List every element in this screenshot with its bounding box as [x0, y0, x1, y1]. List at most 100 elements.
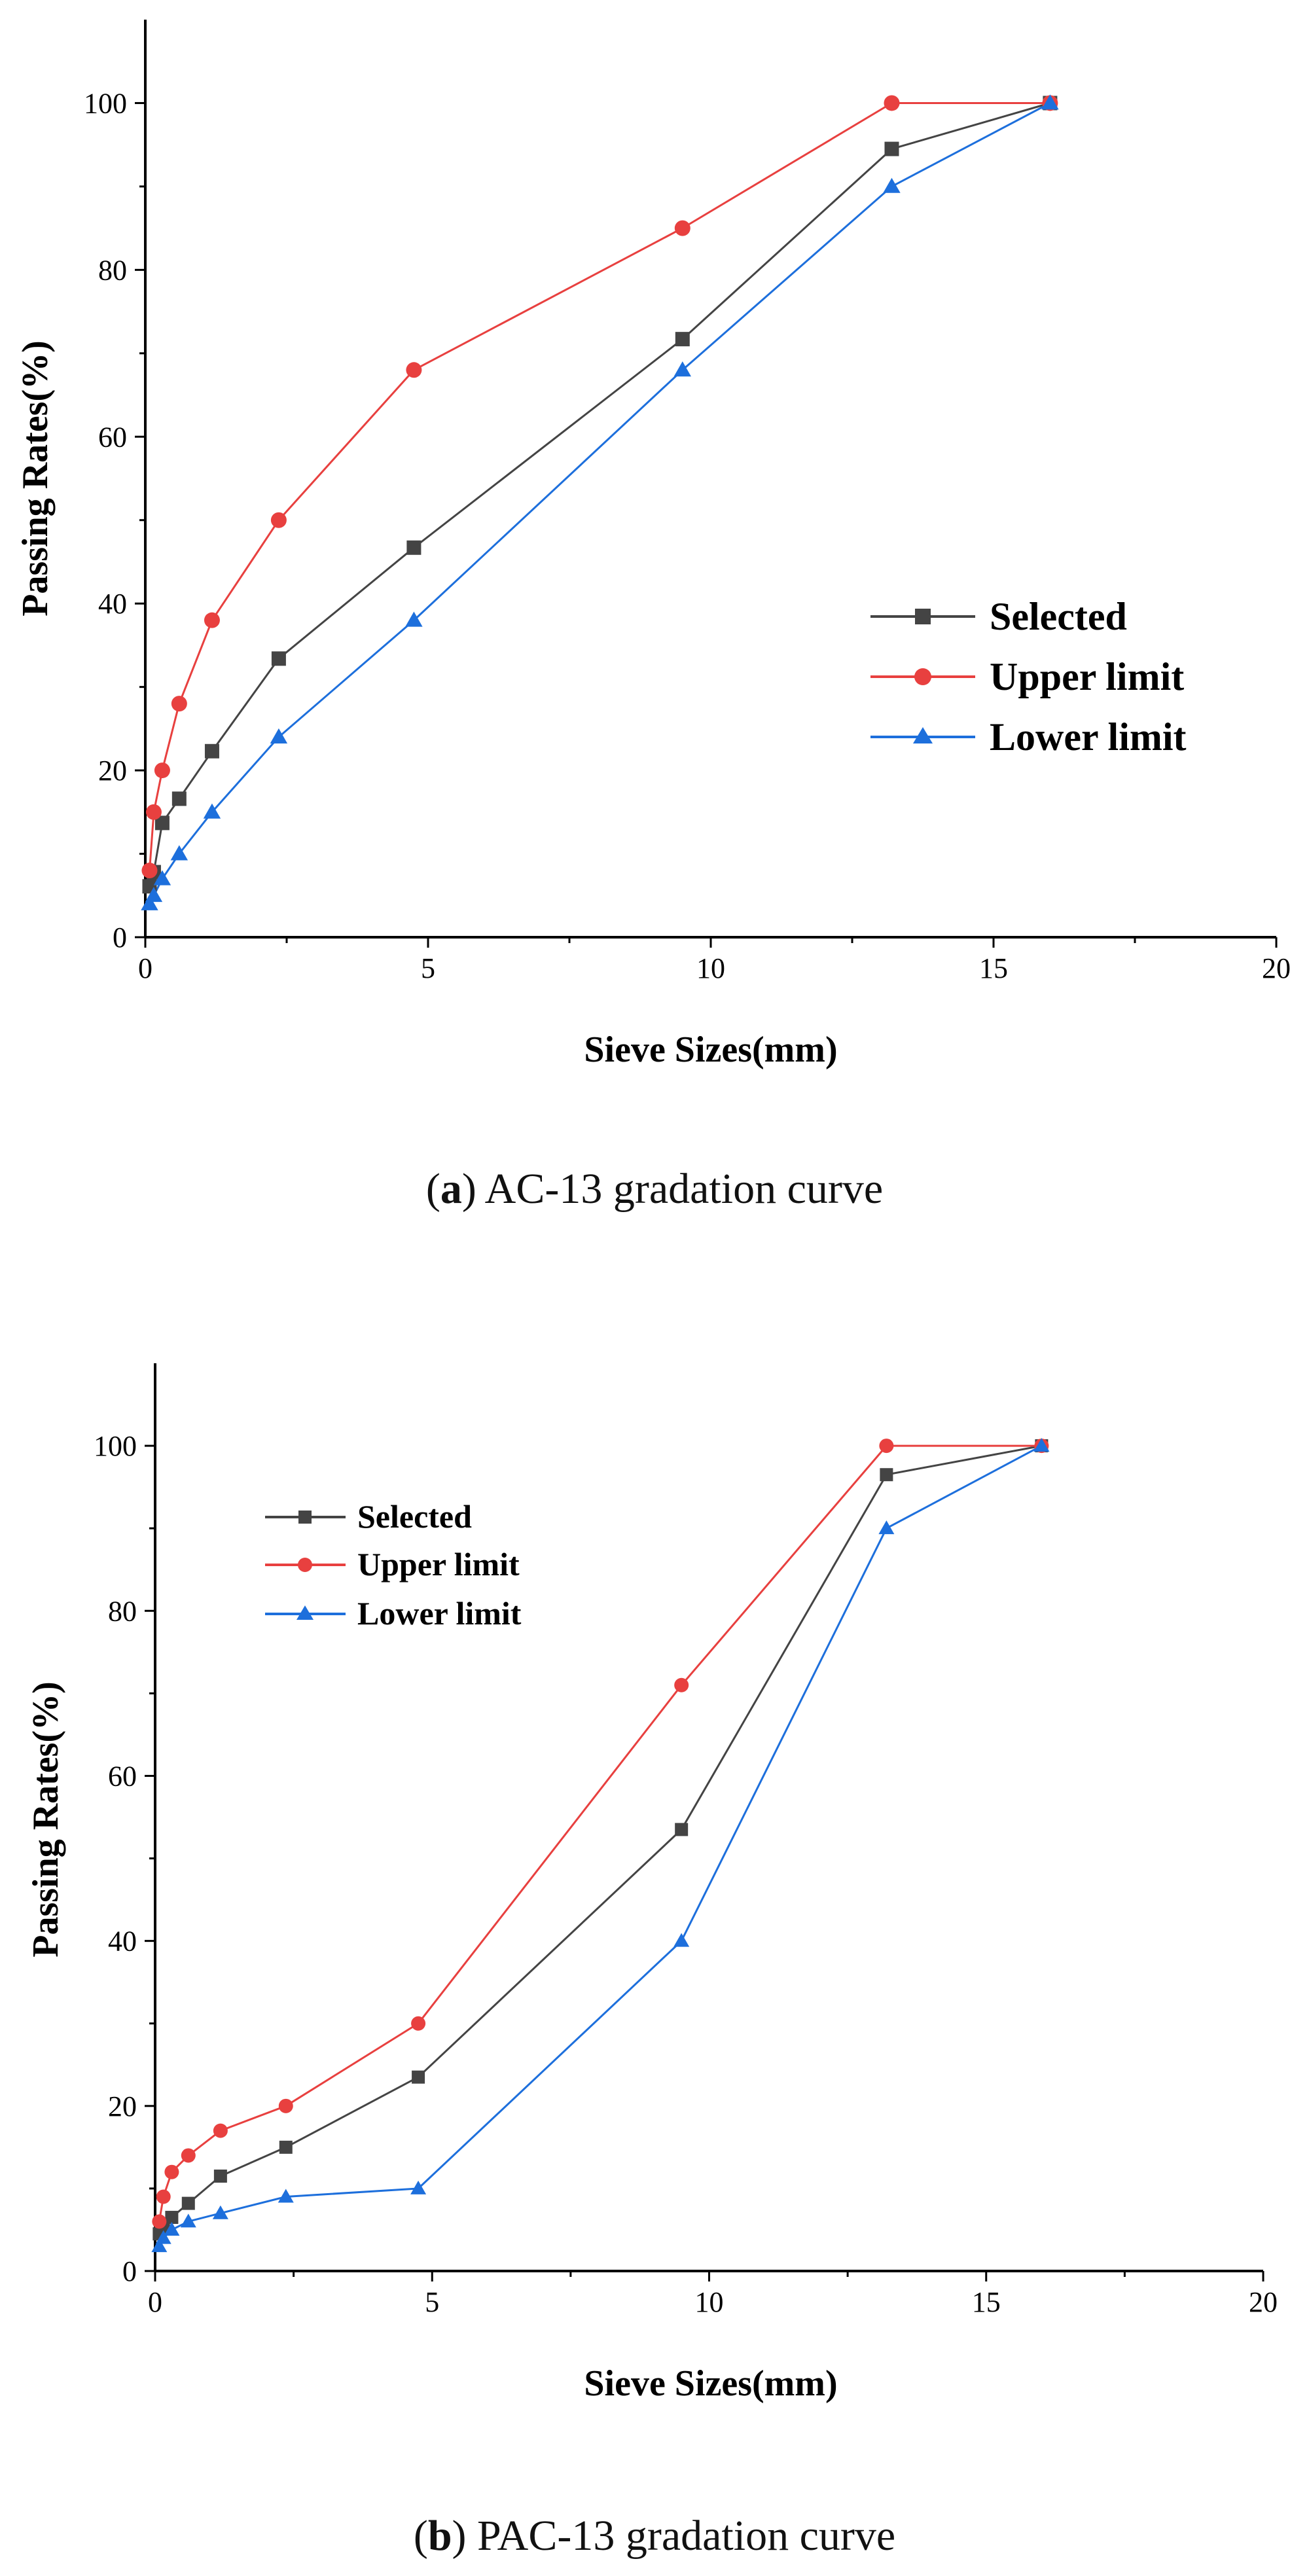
data-point-lower-limit — [212, 2205, 228, 2219]
x-tick-label: 0 — [148, 2286, 162, 2318]
x-tick-label: 10 — [696, 952, 725, 984]
x-axis-title: Sieve Sizes(mm) — [584, 2363, 837, 2404]
legend-label: Lower limit — [357, 1595, 522, 1632]
y-tick-label: 100 — [94, 1430, 137, 1462]
legend-item-lower-limit: Lower limit — [870, 715, 1187, 759]
data-point-lower-limit — [141, 895, 158, 910]
y-tick-label: 100 — [84, 87, 127, 119]
data-point-selected — [154, 815, 170, 831]
data-point-lower-limit — [151, 2238, 168, 2253]
data-point-upper-limit — [270, 512, 287, 528]
y-axis-title: Passing Rates(%) — [15, 340, 56, 617]
data-point-selected — [412, 2070, 425, 2084]
data-point-selected — [406, 540, 421, 555]
legend-item-selected: Selected — [265, 1498, 472, 1535]
y-axis-title: Passing Rates(%) — [26, 1681, 66, 1958]
data-point-upper-limit — [154, 762, 170, 779]
x-tick-label: 5 — [425, 2286, 439, 2318]
series-line-lower-limit — [149, 102, 1051, 904]
legend-label: Selected — [990, 595, 1127, 638]
data-point-selected — [165, 2211, 179, 2225]
x-tick-label: 20 — [1249, 2286, 1278, 2318]
data-point-upper-limit — [164, 2164, 179, 2179]
series-markers — [141, 94, 1059, 910]
square-marker-icon — [915, 609, 931, 624]
data-point-upper-limit — [156, 2189, 171, 2204]
data-point-upper-limit — [884, 95, 900, 111]
x-axis-title: Sieve Sizes(mm) — [584, 1029, 837, 1070]
legend-item-lower-limit: Lower limit — [265, 1595, 522, 1632]
y-tick-label: 0 — [122, 2255, 137, 2287]
data-point-lower-limit — [878, 1520, 895, 1535]
data-point-lower-limit — [410, 2180, 427, 2194]
data-point-selected — [204, 743, 219, 759]
data-point-upper-limit — [141, 863, 158, 879]
data-point-lower-limit — [673, 1933, 690, 1947]
y-tick-label: 20 — [108, 2090, 137, 2122]
legend-item-upper-limit: Upper limit — [870, 655, 1184, 698]
axis-ticks: 0 5 10 15 20 0 20 40 60 80 100 — [94, 1430, 1278, 2318]
y-tick-label: 20 — [98, 755, 127, 787]
x-tick-label: 0 — [138, 952, 152, 984]
data-point-lower-limit — [1041, 94, 1059, 110]
data-point-upper-limit — [171, 696, 187, 712]
legend-label: Selected — [357, 1498, 472, 1535]
legend-label: Upper limit — [990, 655, 1184, 698]
y-tick-label: 80 — [108, 1595, 137, 1627]
data-point-selected — [880, 1468, 893, 1482]
data-point-lower-limit — [883, 177, 901, 193]
figure-caption-a: (a) AC-13 gradation curve — [426, 1165, 883, 1213]
y-tick-label: 40 — [98, 588, 127, 620]
data-point-lower-limit — [278, 2189, 294, 2203]
x-tick-label: 10 — [695, 2286, 724, 2318]
data-point-selected — [213, 2169, 227, 2183]
axis-ticks: 0 5 10 15 20 0 20 40 60 80 100 — [84, 87, 1291, 984]
data-point-lower-limit — [203, 803, 221, 819]
data-point-selected — [171, 791, 187, 806]
legend-item-selected: Selected — [870, 595, 1127, 638]
square-marker-icon — [298, 1511, 312, 1524]
data-point-lower-limit — [270, 728, 288, 744]
legend-label: Upper limit — [357, 1546, 520, 1583]
data-point-upper-limit — [152, 2214, 167, 2229]
legend-item-upper-limit: Upper limit — [265, 1546, 520, 1583]
data-point-lower-limit — [153, 870, 171, 885]
data-point-lower-limit — [155, 2230, 171, 2244]
series-line-upper-limit — [158, 1444, 1042, 2222]
series-line-upper-limit — [149, 102, 1050, 871]
x-tick-label: 20 — [1262, 952, 1291, 984]
data-point-lower-limit — [405, 611, 423, 627]
data-point-upper-limit — [278, 2098, 293, 2113]
triangle-marker-icon — [913, 727, 933, 743]
data-point-upper-limit — [879, 1439, 894, 1454]
circle-marker-icon — [298, 1558, 312, 1572]
data-point-selected — [675, 1823, 689, 1836]
legend-label: Lower limit — [990, 715, 1187, 759]
x-tick-label: 15 — [972, 2286, 1001, 2318]
series-line-selected — [149, 102, 1050, 887]
y-tick-label: 0 — [113, 921, 127, 954]
data-point-selected — [884, 141, 899, 156]
data-point-upper-limit — [406, 362, 422, 378]
legend: Selected Upper limit Lower limit — [265, 1498, 522, 1632]
figure-caption-b: (b) PAC-13 gradation curve — [414, 2512, 895, 2560]
legend: Selected Upper limit Lower limit — [870, 595, 1187, 759]
triangle-marker-icon — [296, 1605, 314, 1620]
y-tick-label: 40 — [108, 1925, 137, 1958]
series-lines — [149, 102, 1051, 904]
y-tick-label: 80 — [98, 254, 127, 286]
y-tick-label: 60 — [108, 1760, 137, 1792]
data-point-upper-limit — [674, 220, 690, 236]
data-point-lower-limit — [164, 2221, 180, 2236]
series-markers — [151, 1438, 1050, 2253]
data-point-upper-limit — [145, 804, 162, 820]
data-point-lower-limit — [145, 887, 163, 903]
circle-marker-icon — [914, 668, 931, 685]
data-point-lower-limit — [673, 361, 691, 377]
data-point-selected — [271, 651, 286, 666]
y-tick-label: 60 — [98, 421, 127, 453]
x-tick-label: 15 — [979, 952, 1008, 984]
x-tick-label: 5 — [421, 952, 435, 984]
data-point-upper-limit — [213, 2123, 228, 2138]
